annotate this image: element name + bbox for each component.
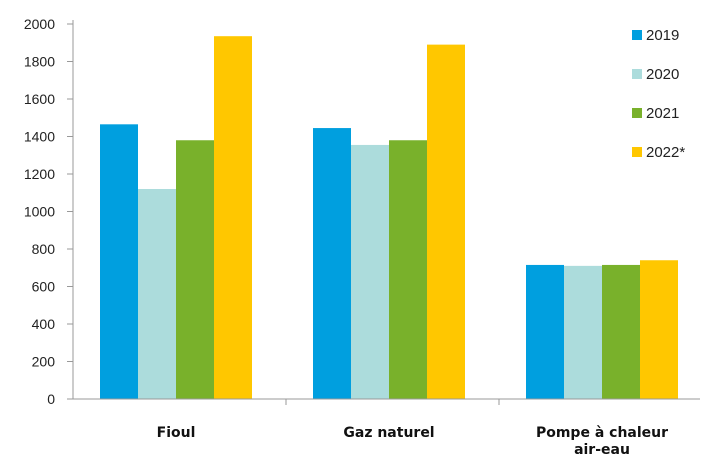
bar xyxy=(100,124,138,399)
category-label-line: Pompe à chaleur xyxy=(536,425,668,441)
legend-label: 2020 xyxy=(646,66,679,83)
category-label: Fioul xyxy=(157,425,196,441)
y-tick-label: 1200 xyxy=(24,166,55,182)
bar xyxy=(427,44,465,399)
bars xyxy=(100,36,678,399)
category-label-line: Gaz naturel xyxy=(343,425,434,441)
y-tick-label: 0 xyxy=(47,391,55,407)
x-axis: Fioul Gaz naturel Pompe à chaleur air-eau xyxy=(73,398,700,457)
legend-swatch xyxy=(632,108,642,118)
legend: 2019 2020 2021 2022* xyxy=(632,27,685,161)
legend-swatch xyxy=(632,69,642,79)
category-label-line: air-eau xyxy=(574,442,630,457)
legend-label: 2022* xyxy=(646,144,685,161)
bar xyxy=(526,264,564,399)
y-tick-label: 800 xyxy=(32,241,56,257)
y-tick-label: 1600 xyxy=(24,91,55,107)
y-axis: 0 200 400 600 800 1000 1200 1400 1600 1800 2000 xyxy=(24,16,74,407)
bar xyxy=(313,128,351,399)
legend-swatch xyxy=(632,30,642,40)
y-tick-label: 2000 xyxy=(24,16,55,32)
bar xyxy=(640,260,678,399)
bar xyxy=(564,265,602,399)
y-tick-label: 600 xyxy=(32,279,56,295)
category-label-line: Fioul xyxy=(157,425,196,441)
legend-label: 2019 xyxy=(646,27,679,44)
y-tick-label: 1000 xyxy=(24,204,55,220)
category-label: Pompe à chaleur air-eau xyxy=(536,425,668,457)
bar xyxy=(602,264,640,399)
y-tick-label: 1400 xyxy=(24,129,55,145)
category-label: Gaz naturel xyxy=(343,425,434,441)
y-tick-label: 1800 xyxy=(24,54,55,70)
bar xyxy=(176,140,214,399)
bar xyxy=(138,189,176,399)
y-tick-label: 200 xyxy=(32,354,56,370)
bar xyxy=(351,144,389,399)
legend-label: 2021 xyxy=(646,105,679,122)
bar xyxy=(214,36,252,399)
legend-swatch xyxy=(632,147,642,157)
bar xyxy=(389,140,427,399)
y-tick-label: 400 xyxy=(32,316,56,332)
